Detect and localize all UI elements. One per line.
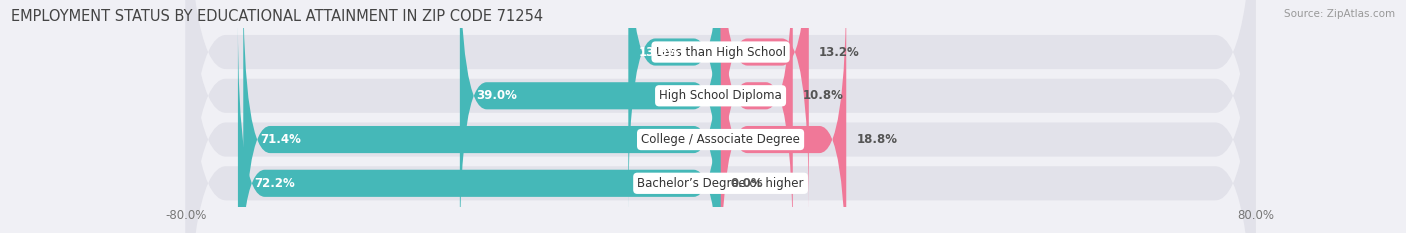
- FancyBboxPatch shape: [721, 0, 793, 233]
- FancyBboxPatch shape: [721, 0, 808, 213]
- Text: 18.8%: 18.8%: [856, 133, 897, 146]
- FancyBboxPatch shape: [460, 0, 721, 233]
- Text: 10.8%: 10.8%: [803, 89, 844, 102]
- Text: 72.2%: 72.2%: [254, 177, 295, 190]
- FancyBboxPatch shape: [186, 0, 1256, 233]
- FancyBboxPatch shape: [721, 0, 846, 233]
- Text: 80.0%: 80.0%: [1237, 209, 1274, 222]
- Text: 13.8%: 13.8%: [638, 45, 679, 58]
- FancyBboxPatch shape: [243, 0, 721, 233]
- Text: -80.0%: -80.0%: [165, 209, 207, 222]
- Text: High School Diploma: High School Diploma: [659, 89, 782, 102]
- Text: College / Associate Degree: College / Associate Degree: [641, 133, 800, 146]
- Text: Less than High School: Less than High School: [655, 45, 786, 58]
- Text: Bachelor’s Degree or higher: Bachelor’s Degree or higher: [637, 177, 804, 190]
- Text: 71.4%: 71.4%: [260, 133, 301, 146]
- FancyBboxPatch shape: [186, 0, 1256, 233]
- FancyBboxPatch shape: [628, 0, 721, 213]
- Text: 13.2%: 13.2%: [818, 45, 859, 58]
- FancyBboxPatch shape: [186, 0, 1256, 233]
- Text: EMPLOYMENT STATUS BY EDUCATIONAL ATTAINMENT IN ZIP CODE 71254: EMPLOYMENT STATUS BY EDUCATIONAL ATTAINM…: [11, 9, 543, 24]
- Text: 0.0%: 0.0%: [731, 177, 763, 190]
- Text: 39.0%: 39.0%: [477, 89, 517, 102]
- Text: Source: ZipAtlas.com: Source: ZipAtlas.com: [1284, 9, 1395, 19]
- FancyBboxPatch shape: [186, 0, 1256, 233]
- FancyBboxPatch shape: [238, 22, 721, 233]
